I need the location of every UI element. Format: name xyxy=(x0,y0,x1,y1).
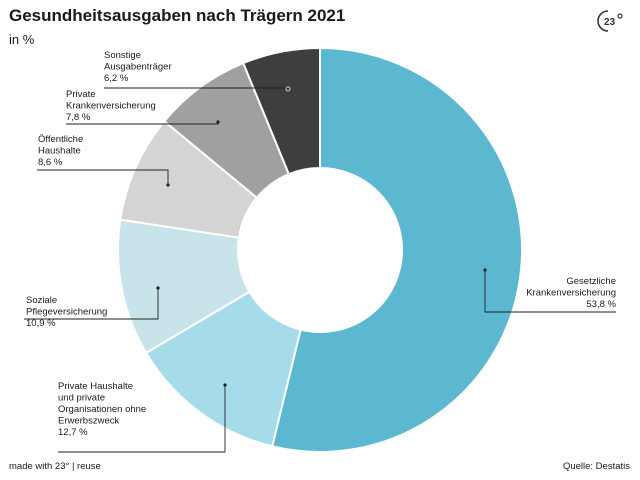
leader-line xyxy=(104,87,289,89)
leader-dot xyxy=(285,86,291,92)
leader-dot xyxy=(223,383,227,387)
leader-dot xyxy=(156,286,160,290)
slice-name-label: Pflegeversicherung xyxy=(26,307,107,318)
slice-name-label: Private Haushalte xyxy=(58,381,133,392)
slice-value-label: 8,6 % xyxy=(38,157,63,168)
slice-name-label: Erwerbszweck xyxy=(58,416,119,427)
leader-dot xyxy=(166,183,170,187)
slice-name-label: Soziale xyxy=(26,295,57,306)
slice-name-label: Krankenversicherung xyxy=(66,101,156,112)
leader-line xyxy=(24,288,159,320)
leader-line xyxy=(484,270,616,313)
slice-value-label: 10,9 % xyxy=(26,318,56,329)
donut-slice[interactable] xyxy=(271,46,523,453)
slice-name-label: Private xyxy=(66,89,96,100)
slice-value-label: 12,7 % xyxy=(58,427,88,438)
leader-dot xyxy=(483,268,487,272)
slice-name-label: Ausgabenträger xyxy=(104,62,172,73)
donut-slice[interactable] xyxy=(241,46,321,176)
slice-name-label: und private xyxy=(58,393,105,404)
source-label: Quelle: Destatis xyxy=(562,461,630,472)
slice-name-label: Krankenversicherung xyxy=(526,288,616,299)
chart-subtitle: in % xyxy=(9,32,35,47)
slice-value-label: 53,8 % xyxy=(586,299,616,310)
slice-value-label: 7,8 % xyxy=(66,112,91,123)
svg-text:23: 23 xyxy=(604,17,616,28)
slice-name-label: Öffentliche xyxy=(38,134,83,145)
slice-name-label: Organisationen ohne xyxy=(58,404,146,415)
made-with-link[interactable]: made with 23° | reuse xyxy=(9,461,101,472)
slice-name-label: Gesetzliche xyxy=(566,276,616,287)
slice-value-label: 6,2 % xyxy=(104,73,129,84)
leader-line xyxy=(58,385,226,453)
23-degrees-logo-icon[interactable]: 23 xyxy=(596,8,630,34)
slice-name-label: Sonstige xyxy=(104,50,141,61)
slice-name-label: Haushalte xyxy=(38,146,81,157)
chart-title: Gesundheitsausgaben nach Trägern 2021 xyxy=(9,6,346,25)
leader-line xyxy=(37,169,169,185)
leader-dot xyxy=(216,120,220,124)
